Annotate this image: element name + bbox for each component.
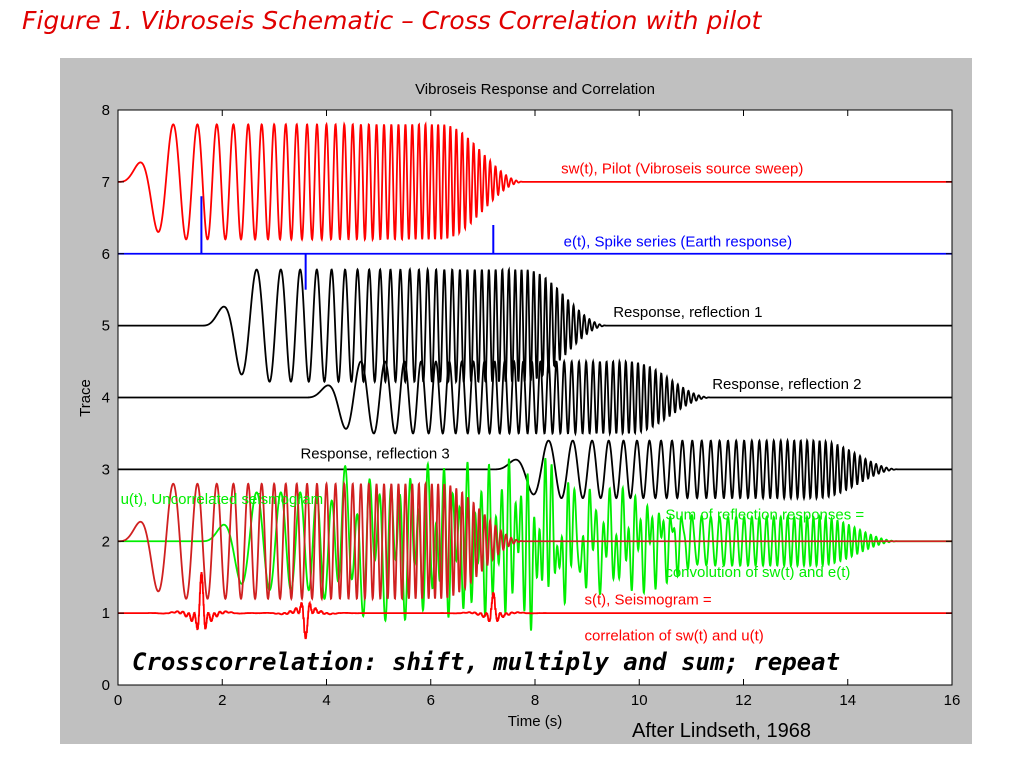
- y-tick-label: 5: [102, 318, 110, 335]
- x-tick-label: 8: [531, 692, 539, 709]
- series-line-response-reflection-2: [118, 358, 952, 437]
- series-line-s-t-seismogram: [118, 571, 952, 640]
- annotation-9: s(t), Seismogram =: [585, 592, 712, 609]
- chart-title: Vibroseis Response and Correlation: [415, 81, 655, 98]
- x-tick-label: 4: [322, 692, 330, 709]
- annotation-2: e(t), Spike series (Earth response): [564, 234, 792, 251]
- annotation-7: Sum of reflection responses =: [665, 507, 864, 524]
- series-line-shifted-pilot-overlay: [118, 480, 952, 602]
- annotation-5: Response, reflection 3: [300, 446, 449, 463]
- y-tick-label: 2: [102, 533, 110, 550]
- chart-annotations: sw(t), Pilot (Vibroseis source sweep) e(t…: [121, 160, 865, 644]
- x-tick-label: 14: [839, 692, 856, 709]
- series-line-u-t-uncorrelated-seismogram: [118, 457, 952, 631]
- x-tick-label: 2: [218, 692, 226, 709]
- series-line-response-reflection-1: [118, 266, 952, 385]
- annotation-8: convolution of sw(t) and e(t): [665, 564, 850, 581]
- y-tick-label: 4: [102, 390, 110, 407]
- x-tick-label: 6: [427, 692, 435, 709]
- x-tick-label: 10: [631, 692, 648, 709]
- credit-note: After Lindseth, 1968: [632, 720, 812, 742]
- x-axis-label: Time (s): [508, 713, 562, 730]
- overlay-caption: Crosscorrelation: shift, multiply and su…: [132, 648, 840, 676]
- y-axis-label: Trace: [77, 379, 94, 417]
- x-tick-label: 12: [735, 692, 752, 709]
- y-tick-label: 0: [102, 677, 110, 694]
- y-tick-label: 7: [102, 174, 110, 191]
- series-line-response-reflection-3: [118, 437, 952, 502]
- annotation-1: sw(t), Pilot (Vibroseis source sweep): [561, 160, 803, 177]
- y-tick-label: 1: [102, 605, 110, 622]
- annotation-3: Response, reflection 1: [613, 304, 762, 321]
- y-tick-label: 3: [102, 461, 110, 478]
- x-tick-label: 16: [944, 692, 961, 709]
- y-tick-label: 6: [102, 246, 110, 263]
- series-line-sw-t-pilot-vibroseis-source-sweep: [117, 121, 952, 243]
- annotation-10: correlation of sw(t) and u(t): [585, 627, 764, 644]
- annotation-4: Response, reflection 2: [712, 376, 861, 393]
- figure-title: Figure 1. Vibroseis Schematic – Cross Co…: [22, 6, 762, 35]
- chart-traces: [117, 121, 952, 640]
- annotation-6: u(t), Uncorrelated seismogram: [121, 491, 324, 508]
- y-tick-label: 8: [102, 102, 110, 119]
- x-tick-label: 0: [114, 692, 122, 709]
